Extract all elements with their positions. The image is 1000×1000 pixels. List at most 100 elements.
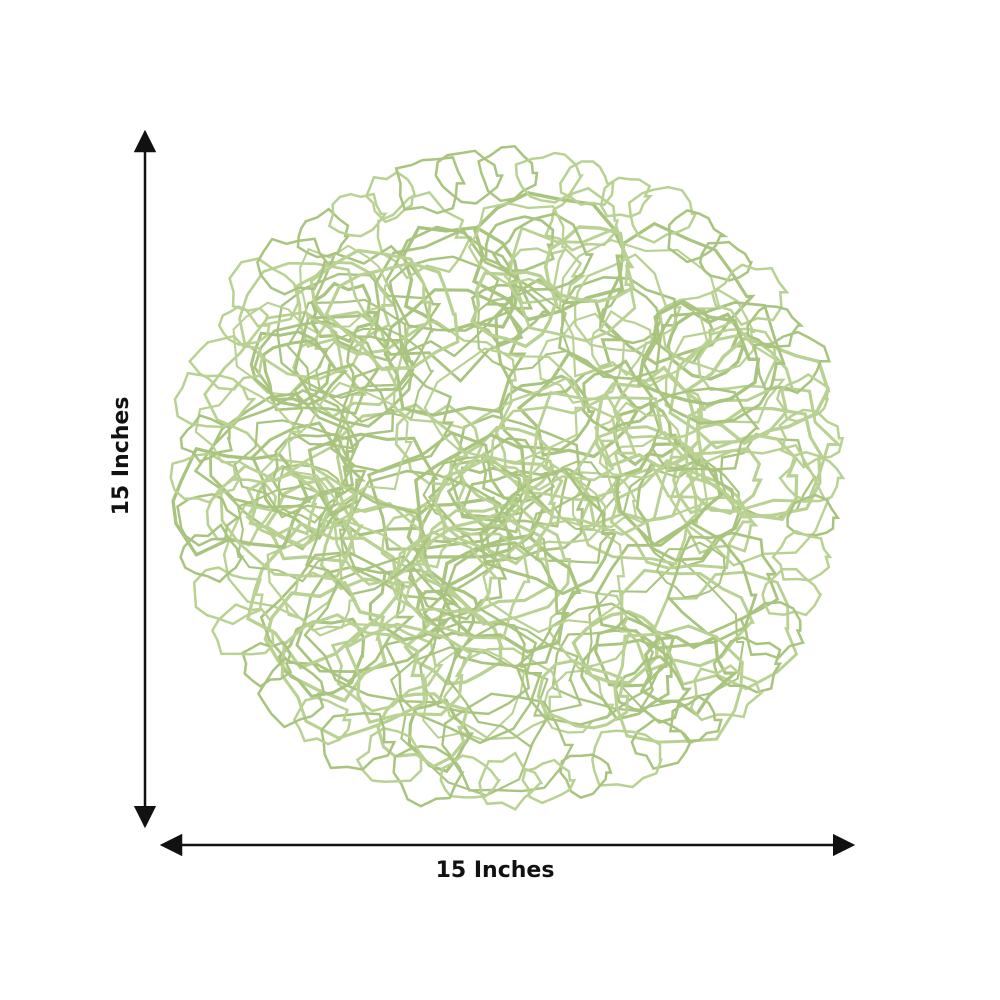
woven-loop xyxy=(470,270,560,349)
woven-loop xyxy=(655,541,726,599)
woven-loop xyxy=(761,567,823,617)
woven-loop xyxy=(423,347,586,464)
woven-loop xyxy=(394,156,467,215)
woven-loop xyxy=(599,176,654,219)
woven-loop xyxy=(392,744,465,808)
woven-loop xyxy=(594,615,676,688)
woven-loop xyxy=(228,257,303,328)
woven-loop xyxy=(515,602,668,726)
woven-loop xyxy=(613,654,693,724)
woven-loop xyxy=(271,432,355,501)
woven-loop xyxy=(249,330,336,408)
woven-loop xyxy=(205,478,278,547)
woven-loop xyxy=(324,261,460,372)
woven-loop xyxy=(245,472,320,538)
woven-loop xyxy=(387,530,500,614)
woven-loop xyxy=(283,571,358,632)
woven-loop xyxy=(594,520,758,650)
woven-loop xyxy=(169,452,242,504)
woven-loop xyxy=(355,726,428,783)
woven-loop xyxy=(414,433,551,559)
woven-loop xyxy=(580,638,673,721)
woven-loop xyxy=(689,664,764,722)
woven-loop xyxy=(419,620,531,716)
woven-loop xyxy=(277,463,346,524)
woven-loop xyxy=(778,408,845,469)
woven-loop xyxy=(210,603,275,656)
woven-loop xyxy=(746,304,805,349)
woven-loop xyxy=(422,541,570,668)
woven-loop xyxy=(521,758,577,805)
woven-loop xyxy=(636,299,761,406)
woven-loop xyxy=(543,225,635,304)
woven-loop xyxy=(710,263,790,327)
woven-loop xyxy=(376,190,473,280)
woven-loop xyxy=(641,301,786,425)
woven-loop xyxy=(547,588,631,671)
woven-loop xyxy=(329,367,455,473)
woven-loop xyxy=(448,414,581,528)
woven-loop xyxy=(684,385,843,511)
woven-loop xyxy=(471,191,629,322)
woven-loop xyxy=(669,443,831,567)
woven-loop xyxy=(443,647,563,741)
woven-loop xyxy=(232,301,328,396)
woven-loop xyxy=(499,374,596,452)
woven-loop xyxy=(299,244,390,328)
woven-loop xyxy=(401,225,521,333)
woven-loop xyxy=(315,327,435,423)
woven-loop xyxy=(296,207,351,259)
woven-loop xyxy=(434,149,504,205)
woven-loop xyxy=(484,215,555,273)
woven-loop xyxy=(456,451,529,528)
woven-loop xyxy=(683,496,759,555)
woven-loop xyxy=(287,381,414,506)
woven-loop xyxy=(217,305,271,346)
woven-loop xyxy=(571,610,662,685)
woven-loop xyxy=(557,275,678,381)
woven-loop xyxy=(664,319,786,425)
woven-loop xyxy=(309,248,432,356)
woven-loop xyxy=(241,640,293,688)
woven-loop xyxy=(289,362,395,450)
woven-loop xyxy=(188,334,264,391)
woven-loop xyxy=(639,634,740,717)
woven-loop xyxy=(179,522,245,584)
woven-loop xyxy=(712,636,783,694)
woven-loop xyxy=(259,550,415,684)
woven-loop xyxy=(536,659,630,730)
woven-loop xyxy=(696,327,779,392)
woven-loop xyxy=(364,170,417,224)
woven-loop xyxy=(194,382,303,475)
width-label: 15 Inches xyxy=(436,858,555,883)
woven-loop xyxy=(739,601,805,660)
woven-loop xyxy=(504,458,609,551)
woven-loop xyxy=(491,212,595,291)
woven-loop xyxy=(203,310,368,465)
woven-loop xyxy=(771,529,833,582)
woven-loop xyxy=(627,185,698,244)
woven-loop xyxy=(667,209,729,264)
woven-loop xyxy=(394,403,485,486)
woven-loop xyxy=(688,433,799,521)
woven-loop xyxy=(256,657,326,729)
woven-loop xyxy=(264,476,365,564)
placemat xyxy=(169,144,846,811)
woven-loop xyxy=(478,751,544,811)
woven-loop xyxy=(256,237,330,296)
woven-loop xyxy=(293,313,414,428)
woven-loop xyxy=(698,240,753,282)
woven-loop xyxy=(373,228,534,383)
woven-loop xyxy=(461,467,592,561)
woven-loop xyxy=(439,534,582,654)
woven-loop xyxy=(775,373,830,423)
woven-loop xyxy=(598,287,663,345)
woven-loop xyxy=(684,336,831,446)
woven-loop xyxy=(786,493,841,537)
woven-loop xyxy=(439,754,502,799)
woven-loop xyxy=(514,151,585,204)
woven-loop xyxy=(658,288,756,373)
